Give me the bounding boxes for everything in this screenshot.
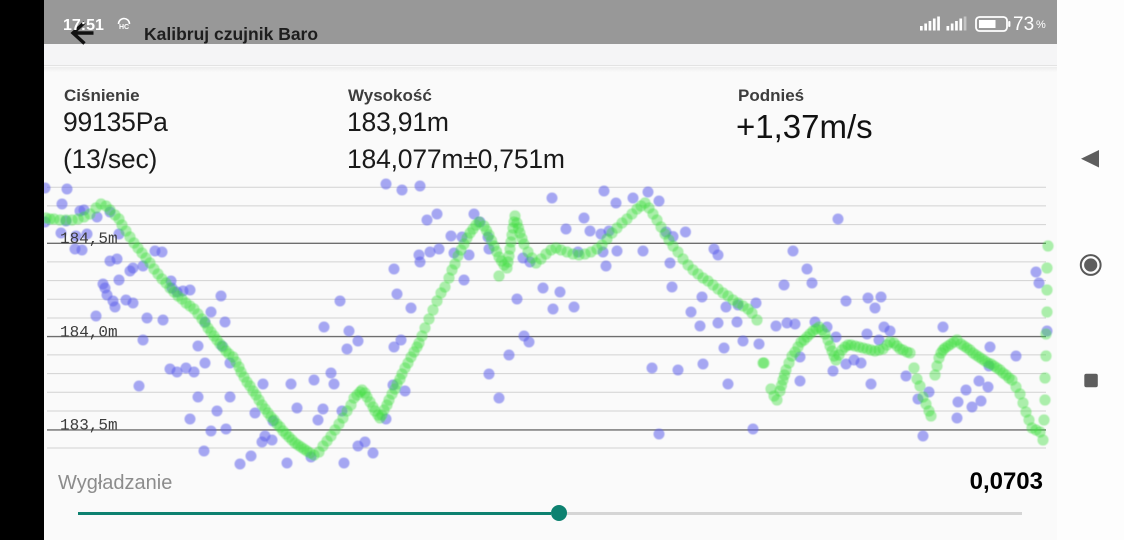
svg-text:184,5m: 184,5m	[60, 230, 118, 248]
svg-text:HC: HC	[119, 24, 129, 31]
svg-text:184,0m: 184,0m	[60, 323, 118, 341]
svg-text:183,5m: 183,5m	[60, 417, 118, 435]
